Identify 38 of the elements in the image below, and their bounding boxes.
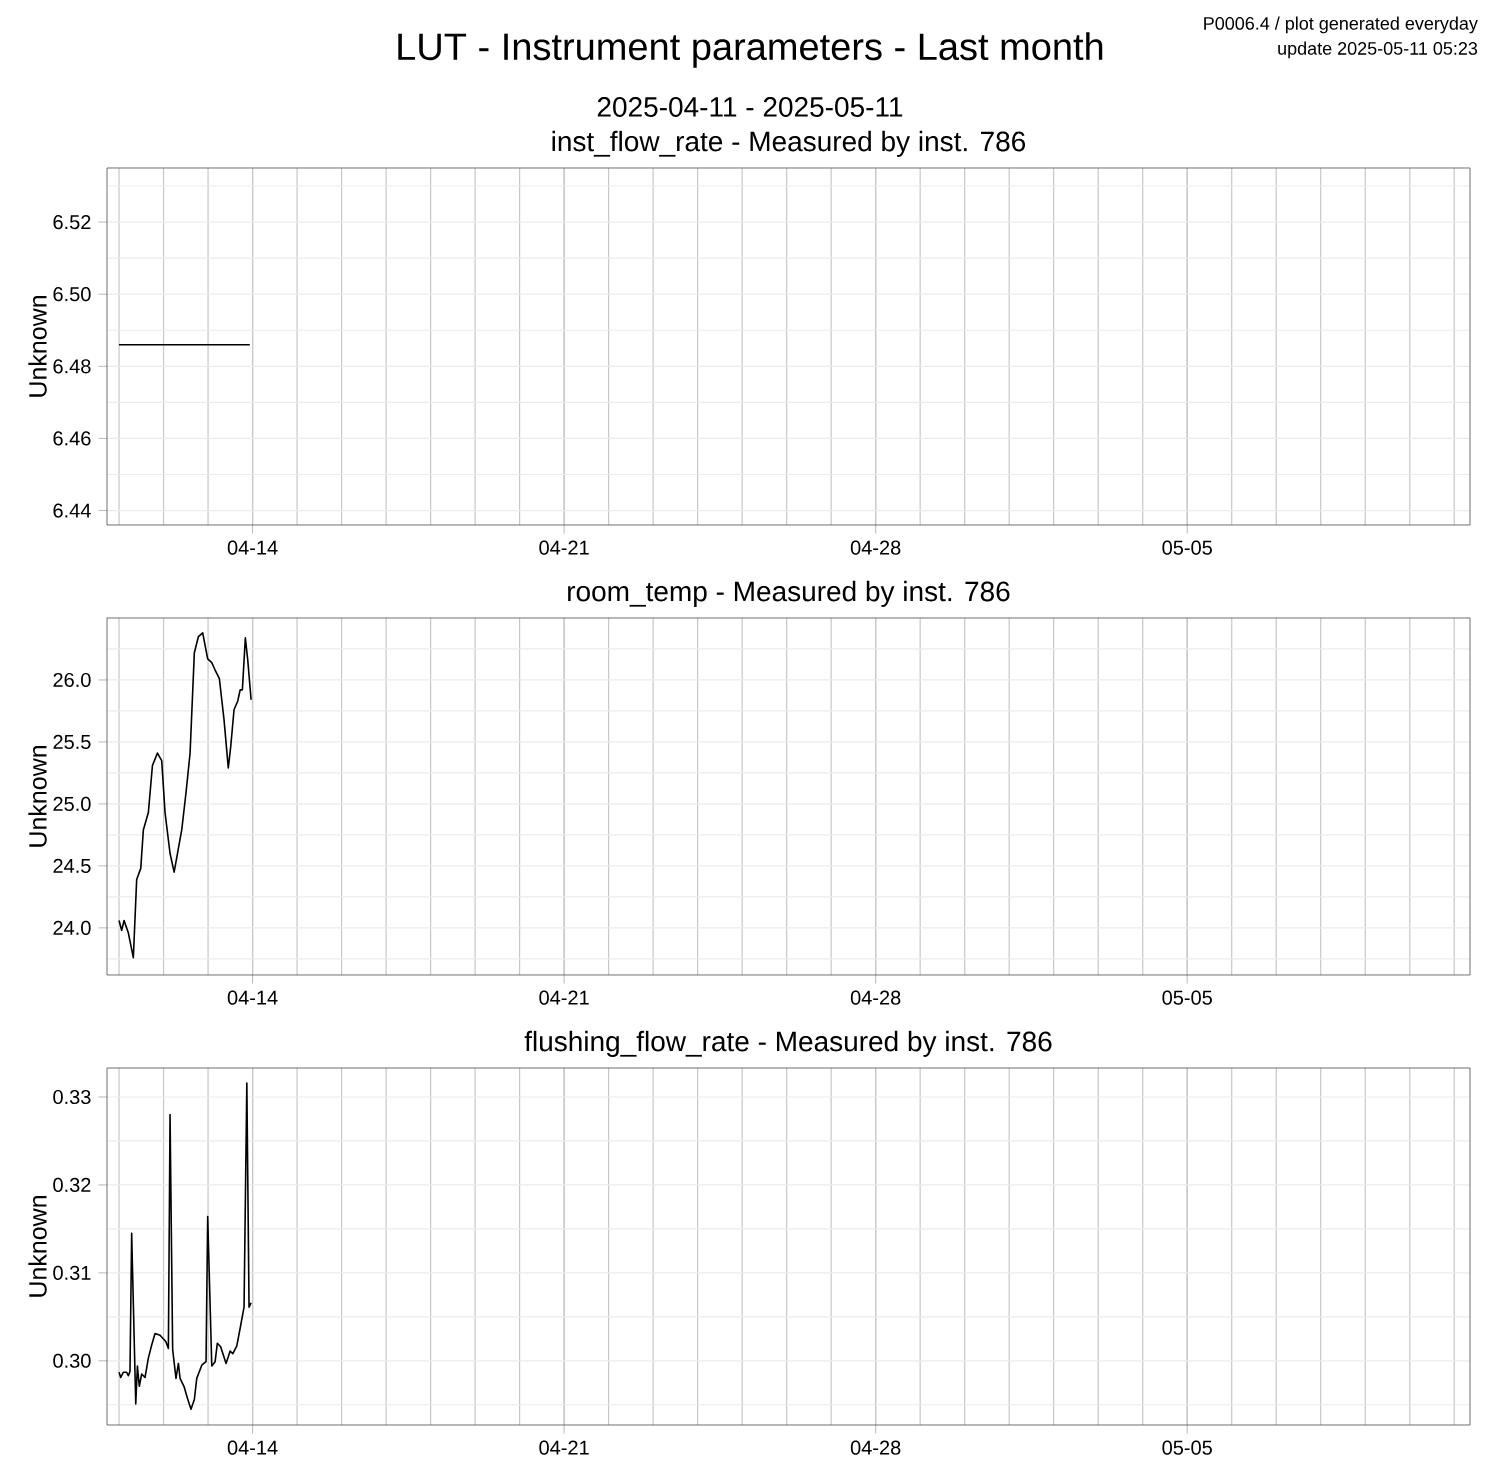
y-tick-label: 6.46 (53, 431, 91, 446)
x-tick-label: 05-05 (1162, 1440, 1212, 1455)
y-tick-label: 6.44 (53, 503, 91, 518)
text: update 2025-05-11 05:23 (1278, 41, 1478, 59)
y-tick-label: 0.31 (53, 1265, 91, 1280)
y-axis-title: Unknown (28, 746, 47, 847)
x-tick-label: 05-05 (1162, 540, 1212, 555)
chart-title: room_temp - Measured by inst. 786 (568, 580, 1010, 607)
y-axis-title: Unknown (28, 1196, 47, 1297)
y-tick-label: 25.0 (53, 796, 91, 811)
text: 2025-04-11 - 2025-05-11 (597, 97, 903, 117)
y-tick-label: 6.48 (53, 359, 91, 374)
x-tick-label: 04-28 (850, 990, 901, 1005)
y-tick-label: 26.0 (53, 672, 91, 688)
y-tick-label: 24.0 (53, 920, 91, 935)
text: P0006.4 / plot generated everyday (1204, 16, 1478, 34)
line-series (118, 1082, 252, 1410)
chart-title: flushing_flow_rate - Measured by inst. 786 (524, 1030, 1052, 1057)
y-tick-label: 6.50 (53, 287, 91, 302)
y-tick-label: 0.33 (53, 1089, 91, 1105)
x-tick-label: 04-28 (850, 540, 901, 555)
y-tick-label: 6.52 (53, 215, 91, 230)
y-tick-label: 25.5 (53, 734, 91, 750)
x-tick-label: 04-21 (539, 540, 589, 555)
chart-title: inst_flow_rate - Measured by inst. 786 (552, 130, 1026, 157)
y-tick-label: 24.5 (53, 858, 91, 873)
y-tick-label: 0.30 (53, 1353, 91, 1368)
text: LUT - Instrument parameters - Last month (398, 32, 1103, 68)
line-series (118, 632, 252, 959)
x-tick-label: 05-05 (1162, 990, 1212, 1005)
x-tick-label: 04-14 (227, 540, 278, 555)
x-tick-label: 04-14 (227, 990, 278, 1005)
x-tick-label: 04-28 (850, 1440, 901, 1455)
y-tick-label: 0.32 (53, 1177, 91, 1193)
x-tick-label: 04-14 (227, 1440, 278, 1455)
y-axis-title: Unknown (28, 296, 47, 397)
x-tick-label: 04-21 (539, 1440, 589, 1455)
x-tick-label: 04-21 (539, 990, 589, 1005)
